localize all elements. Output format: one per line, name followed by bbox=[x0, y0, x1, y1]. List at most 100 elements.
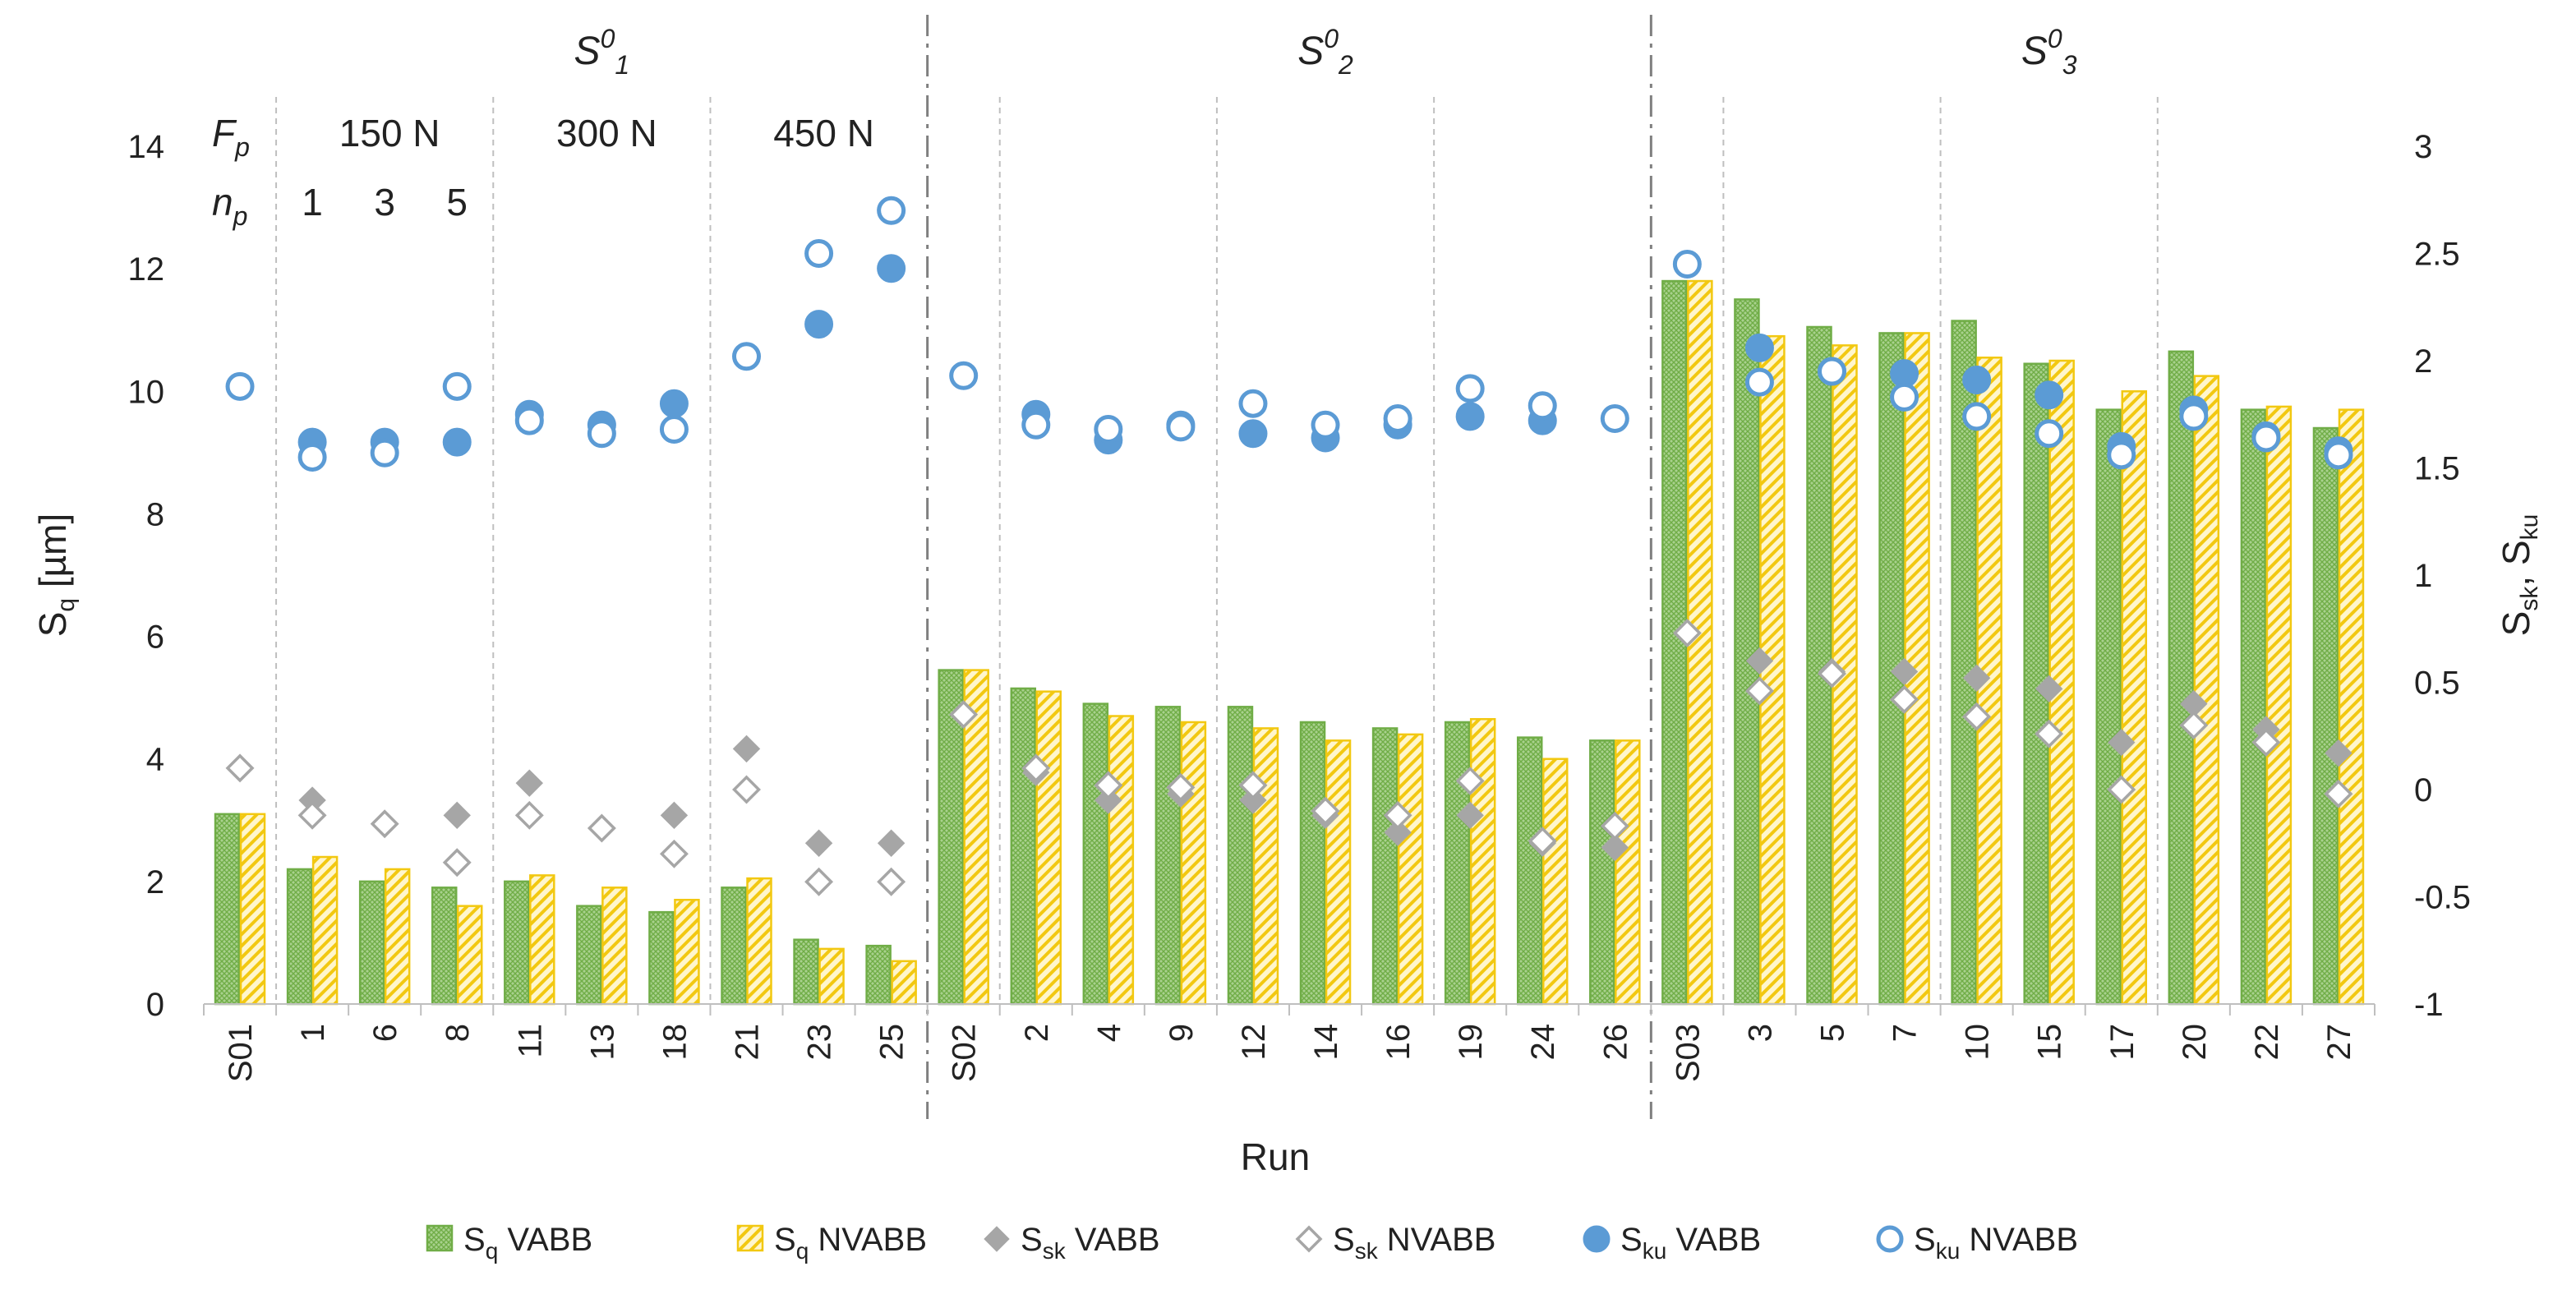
marker-sku-vabb bbox=[1962, 365, 1992, 394]
marker-ssk-nvabb bbox=[514, 800, 544, 830]
x-tick-label: 9 bbox=[1164, 1024, 1200, 1042]
y-tick-label: 8 bbox=[146, 496, 164, 532]
x-tick-label: 1 bbox=[295, 1024, 331, 1042]
marker-sku-nvabb bbox=[949, 361, 979, 390]
y-tick-label: 6 bbox=[146, 619, 164, 656]
bar-sq-vabb bbox=[1154, 706, 1182, 1006]
bar-sq-vabb bbox=[1734, 298, 1760, 1006]
bar-sq-vabb bbox=[1227, 706, 1254, 1006]
marker-layer bbox=[225, 196, 2353, 896]
fp-label: Fp bbox=[212, 112, 250, 162]
marker-ssk-vabb bbox=[877, 829, 906, 857]
marker-ssk-nvabb bbox=[297, 800, 327, 830]
marker-sku-nvabb bbox=[297, 442, 327, 472]
x-tick-label: 26 bbox=[1597, 1024, 1634, 1061]
marker-ssk-nvabb bbox=[2251, 728, 2281, 758]
x-tick-label: 17 bbox=[2104, 1024, 2141, 1061]
x-tick-label: 12 bbox=[1236, 1024, 1272, 1061]
marker-sku-nvabb bbox=[514, 406, 544, 435]
bar-sq-nvabb bbox=[239, 813, 266, 1006]
marker-ssk-nvabb bbox=[1672, 618, 1702, 647]
legend-swatch-sq-nvabb bbox=[736, 1224, 764, 1252]
y2-tick-label: 0 bbox=[2414, 772, 2432, 808]
x-tick-label: 19 bbox=[1453, 1024, 1489, 1061]
x-tick-label: 11 bbox=[512, 1024, 548, 1058]
bar-sq-vabb bbox=[2240, 408, 2267, 1006]
marker-ssk-nvabb bbox=[1238, 771, 1268, 800]
fp-value: 300 N bbox=[556, 112, 657, 154]
marker-ssk-nvabb bbox=[877, 867, 906, 896]
marker-sku-nvabb bbox=[804, 239, 834, 268]
y2-tick-label: -1 bbox=[2414, 987, 2444, 1023]
fp-value: 150 N bbox=[339, 112, 440, 154]
marker-ssk-vabb bbox=[515, 769, 544, 797]
marker-sku-nvabb bbox=[1818, 357, 1846, 386]
marker-ssk-vabb bbox=[1601, 833, 1629, 862]
bar-sq-nvabb bbox=[2338, 408, 2365, 1006]
marker-ssk-nvabb bbox=[804, 867, 834, 896]
marker-sku-vabb bbox=[1744, 333, 1774, 362]
marker-ssk-nvabb bbox=[732, 775, 761, 804]
marker-sku-nvabb bbox=[1528, 391, 1557, 421]
y-tick-label: 4 bbox=[146, 742, 164, 778]
marker-sku-nvabb bbox=[1166, 412, 1196, 442]
legend-swatch-sq-vabb bbox=[426, 1224, 454, 1252]
x-tick-label: 7 bbox=[1887, 1024, 1924, 1042]
marker-ssk-nvabb bbox=[1455, 767, 1485, 796]
marker-ssk-nvabb bbox=[1744, 676, 1774, 706]
marker-sku-nvabb bbox=[2251, 423, 2281, 453]
marker-sku-nvabb bbox=[1238, 389, 1268, 418]
marker-sku-vabb bbox=[1238, 419, 1268, 449]
legend-swatch-ssk-nvabb bbox=[1295, 1225, 1323, 1253]
bar-sq-nvabb bbox=[1108, 715, 1135, 1006]
bar-sq-nvabb bbox=[311, 855, 339, 1006]
marker-sku-nvabb bbox=[1311, 410, 1340, 440]
bar-sq-vabb bbox=[1589, 739, 1615, 1006]
marker-ssk-nvabb bbox=[1383, 800, 1412, 830]
legend-label: Sku VABB bbox=[1620, 1222, 1761, 1264]
legend: Sq VABB Sq NVABB Ssk VABB Ssk NVABB Sku VABB… bbox=[426, 1222, 2078, 1264]
marker-sku-nvabb bbox=[659, 415, 689, 444]
marker-sku-vabb bbox=[442, 427, 472, 457]
bar-sq-vabb bbox=[1371, 727, 1399, 1006]
legend-label: Ssk NVABB bbox=[1333, 1222, 1495, 1264]
marker-sku-nvabb bbox=[1021, 410, 1051, 440]
marker-ssk-vabb bbox=[732, 735, 761, 763]
marker-ssk-vabb bbox=[1384, 818, 1412, 846]
marker-sku-nvabb bbox=[1890, 382, 1919, 412]
x-tick-label: 23 bbox=[802, 1024, 838, 1061]
bar-sq-nvabb bbox=[891, 960, 917, 1006]
bar-sq-vabb bbox=[2168, 350, 2195, 1006]
bar-sq-nvabb bbox=[601, 887, 628, 1006]
bar-sq-nvabb bbox=[1252, 727, 1279, 1006]
bar-sq-vabb bbox=[1010, 687, 1037, 1006]
marker-ssk-nvabb bbox=[2179, 711, 2209, 740]
marker-sku-vabb bbox=[804, 310, 834, 339]
bar-sq-vabb bbox=[1082, 702, 1109, 1006]
y2-tick-label: 0.5 bbox=[2414, 666, 2460, 702]
marker-ssk-vabb bbox=[1094, 786, 1122, 814]
bar-sq-vabb bbox=[721, 887, 747, 1006]
marker-sku-nvabb bbox=[1672, 250, 1702, 279]
bar-sq-vabb bbox=[431, 887, 458, 1006]
marker-ssk-vabb bbox=[1239, 786, 1267, 814]
marker-ssk-nvabb bbox=[370, 809, 399, 839]
group-label: S02 bbox=[1297, 24, 1353, 80]
marker-sku-nvabb bbox=[2107, 440, 2136, 470]
np-value: 5 bbox=[446, 181, 468, 223]
bar-sq-nvabb bbox=[529, 874, 555, 1006]
marker-ssk-vabb bbox=[1962, 664, 1991, 692]
marker-sku-nvabb bbox=[1962, 402, 1992, 431]
marker-sku-nvabb bbox=[1455, 374, 1485, 403]
y-tick-label: 12 bbox=[128, 251, 165, 288]
bar-sq-vabb bbox=[358, 880, 385, 1006]
legend-label: Sku NVABB bbox=[1914, 1222, 2078, 1264]
x-tick-label: 25 bbox=[874, 1024, 910, 1061]
marker-ssk-nvabb bbox=[1166, 772, 1196, 802]
bar-sq-nvabb bbox=[1180, 721, 1207, 1006]
x-tick-label: 15 bbox=[2032, 1024, 2068, 1061]
marker-ssk-vabb bbox=[804, 829, 833, 857]
marker-sku-nvabb bbox=[877, 196, 906, 225]
marker-ssk-nvabb bbox=[1818, 659, 1846, 689]
